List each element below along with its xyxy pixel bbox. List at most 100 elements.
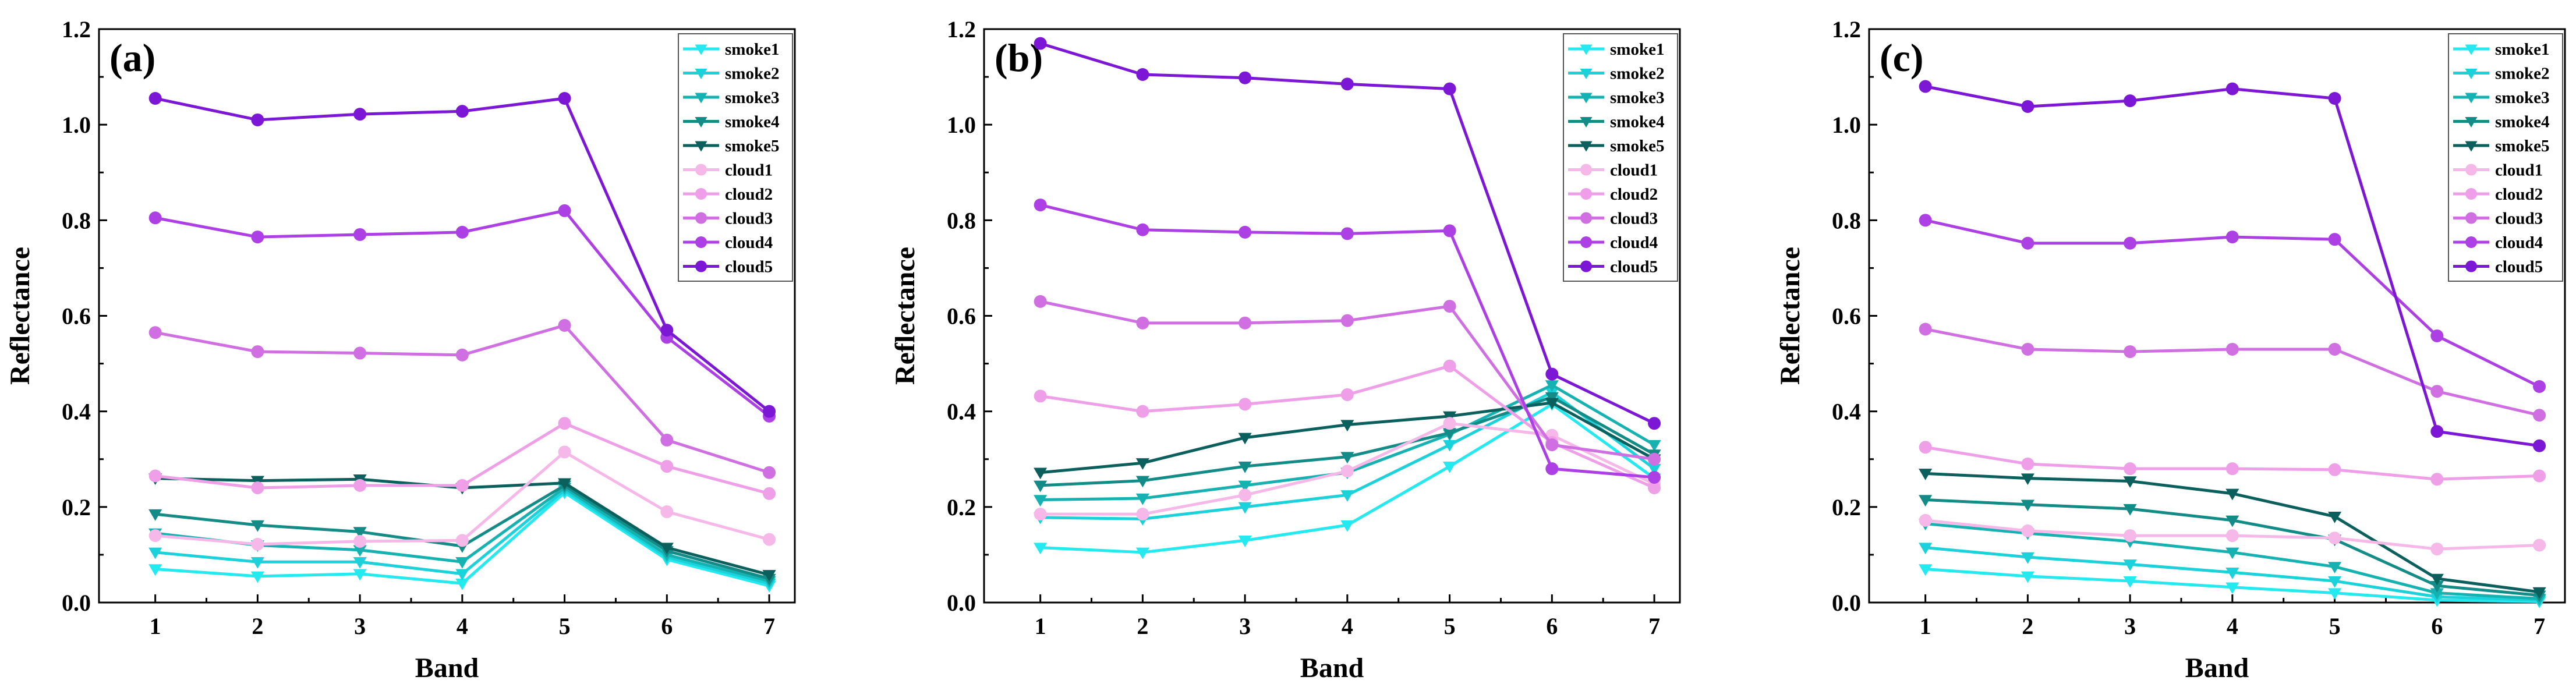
data-point-cloud2 <box>1648 481 1661 494</box>
data-point-cloud2 <box>1443 359 1456 373</box>
x-axis-title: Band <box>415 653 479 683</box>
data-point-cloud2 <box>2021 457 2034 470</box>
legend-marker-cloud2 <box>695 188 707 200</box>
data-point-smoke4 <box>250 520 264 532</box>
data-point-smoke1 <box>148 564 162 576</box>
legend-marker-smoke5 <box>1580 141 1593 152</box>
data-point-smoke1 <box>1340 520 1354 532</box>
data-point-cloud2 <box>558 417 571 430</box>
data-point-smoke3 <box>1545 380 1559 392</box>
legend-label-cloud5: cloud5 <box>1610 258 1658 277</box>
x-tick-label: 1 <box>1035 613 1046 639</box>
data-point-cloud5 <box>2021 100 2034 113</box>
legend-label-cloud4: cloud4 <box>725 233 773 252</box>
data-point-cloud2 <box>251 481 264 494</box>
data-point-smoke5 <box>1034 467 1048 480</box>
data-point-smoke5 <box>1238 433 1252 445</box>
x-tick-label: 3 <box>354 613 366 639</box>
data-point-cloud5 <box>353 108 367 121</box>
x-tick-label: 5 <box>1444 613 1456 639</box>
legend-marker-cloud5 <box>2465 260 2477 272</box>
data-point-cloud3 <box>251 345 264 359</box>
data-point-cloud5 <box>1136 68 1149 81</box>
data-point-smoke1 <box>1443 461 1457 473</box>
y-tick-label: 0.8 <box>947 207 976 233</box>
data-point-smoke4 <box>1443 428 1457 440</box>
data-point-smoke1 <box>2123 576 2137 588</box>
legend-marker-cloud3 <box>695 212 707 224</box>
data-point-smoke3 <box>2430 588 2444 600</box>
data-point-cloud1 <box>148 529 162 543</box>
data-point-cloud4 <box>1648 470 1661 484</box>
y-tick-label: 0.0 <box>947 590 976 616</box>
x-tick-label: 7 <box>763 613 775 639</box>
legend-label-cloud5: cloud5 <box>725 258 773 277</box>
data-point-smoke2 <box>2225 568 2239 579</box>
legend-label-cloud2: cloud2 <box>2495 185 2543 204</box>
legend-label-cloud3: cloud3 <box>2495 210 2543 228</box>
legend-label-cloud1: cloud1 <box>1610 161 1658 180</box>
legend-label-smoke1: smoke1 <box>725 40 779 59</box>
data-point-smoke1 <box>250 571 264 583</box>
series-cloud5 <box>148 92 776 418</box>
data-point-smoke5 <box>762 570 776 582</box>
x-tick-label: 4 <box>1342 613 1353 639</box>
legend-label-smoke2: smoke2 <box>1610 65 1664 83</box>
data-point-smoke2 <box>2123 559 2137 571</box>
series-line-cloud5 <box>1925 85 2540 448</box>
x-tick-label: 6 <box>1546 613 1558 639</box>
legend-label-smoke3: smoke3 <box>2495 88 2549 107</box>
legend-label-smoke3: smoke3 <box>1610 88 1664 107</box>
data-point-cloud2 <box>1034 389 1047 403</box>
data-point-cloud4 <box>1340 227 1354 240</box>
data-point-cloud4 <box>2533 380 2546 393</box>
series-line-cloud1 <box>155 450 770 546</box>
data-point-cloud1 <box>1340 465 1354 478</box>
x-tick-label: 2 <box>1137 613 1148 639</box>
data-point-cloud5 <box>148 92 162 105</box>
data-point-cloud2 <box>763 487 776 500</box>
data-point-cloud3 <box>1136 316 1149 329</box>
series-cloud3 <box>1034 295 1661 466</box>
legend-label-smoke3: smoke3 <box>725 88 779 107</box>
series-line-cloud4 <box>1040 203 1655 479</box>
legend-marker-smoke3 <box>695 93 707 104</box>
data-point-cloud5 <box>2328 92 2341 105</box>
data-point-cloud1 <box>2124 529 2137 543</box>
series-cloud2 <box>1919 441 2546 486</box>
data-point-cloud5 <box>1648 417 1661 430</box>
legend-label-cloud3: cloud3 <box>725 210 773 228</box>
y-tick-label: 0.2 <box>1832 494 1861 520</box>
series-cloud2 <box>148 417 776 500</box>
data-point-cloud5 <box>2124 94 2137 108</box>
legend-label-smoke4: smoke4 <box>2495 113 2549 132</box>
legend-label-cloud4: cloud4 <box>2495 233 2543 252</box>
series-line-cloud3 <box>155 324 770 474</box>
legend-marker-smoke2 <box>2465 69 2478 79</box>
legend-marker-smoke1 <box>1580 44 1593 55</box>
legend-marker-cloud1 <box>2465 164 2477 176</box>
data-point-cloud2 <box>2124 462 2137 476</box>
legend-marker-smoke4 <box>695 117 707 127</box>
series-line-cloud4 <box>1925 218 2540 388</box>
data-point-cloud4 <box>2328 233 2341 246</box>
data-point-cloud4 <box>353 228 367 241</box>
data-point-cloud2 <box>1239 398 1252 411</box>
x-tick-label: 4 <box>2227 613 2238 639</box>
data-point-smoke2 <box>1647 463 1661 476</box>
x-tick-label: 3 <box>2124 613 2136 639</box>
y-tick-label: 0.6 <box>62 303 91 329</box>
data-point-smoke4 <box>1135 476 1149 488</box>
data-point-cloud3 <box>455 348 469 362</box>
data-point-cloud2 <box>1919 441 1932 454</box>
legend-marker-smoke4 <box>2465 117 2478 127</box>
series-cloud5 <box>1034 37 1661 430</box>
y-tick-label: 0.0 <box>1832 590 1861 616</box>
data-point-smoke3 <box>2328 562 2342 573</box>
legend-marker-cloud5 <box>1580 260 1592 272</box>
data-point-cloud1 <box>353 534 367 548</box>
x-tick-label: 7 <box>1648 613 1660 639</box>
x-tick-label: 5 <box>2329 613 2341 639</box>
data-point-smoke1 <box>1034 543 1048 555</box>
data-point-smoke5 <box>2328 512 2342 523</box>
